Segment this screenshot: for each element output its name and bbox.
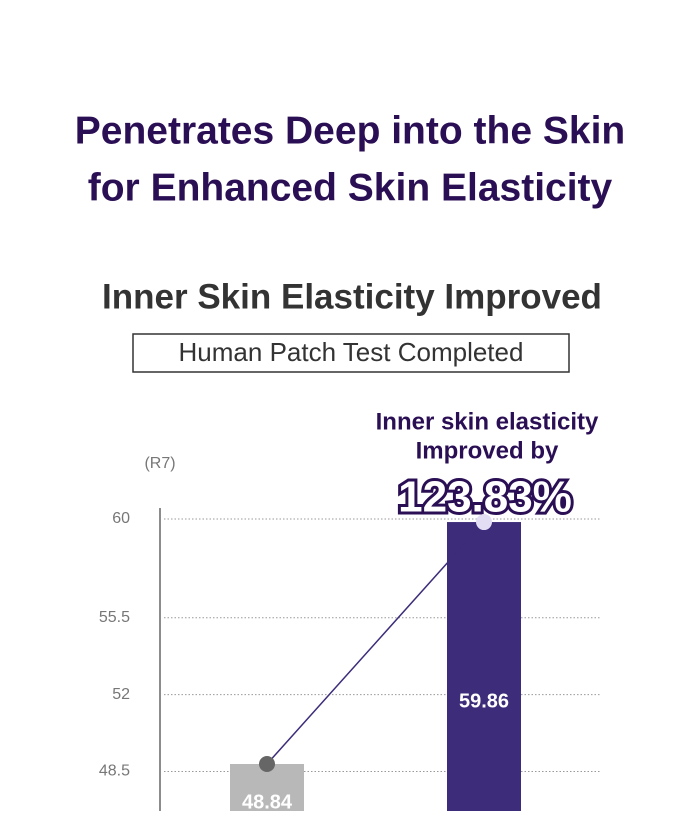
annotation: Inner skin elasticity xyxy=(376,408,599,435)
point xyxy=(476,514,492,531)
y-axis-label: (R7) xyxy=(144,455,175,472)
value-label: 48.84 xyxy=(242,791,293,811)
bar xyxy=(447,522,521,811)
annotation: Improved by xyxy=(416,437,559,464)
title: for Enhanced Skin Elasticity xyxy=(88,166,613,209)
subtitle: Inner Skin Elasticity Improved xyxy=(102,277,602,316)
title: Penetrates Deep into the Skin xyxy=(75,109,625,152)
value-label: 59.86 xyxy=(459,690,509,712)
point xyxy=(259,756,275,773)
badge: Human Patch Test Completed xyxy=(179,337,524,367)
y-tick-label: 55.5 xyxy=(99,609,130,626)
y-tick-label: 52 xyxy=(112,686,130,703)
trend-line xyxy=(266,521,485,765)
badge-box xyxy=(132,333,570,373)
y-tick-label: 60 xyxy=(112,510,130,527)
y-tick-label: 48.5 xyxy=(99,763,130,780)
